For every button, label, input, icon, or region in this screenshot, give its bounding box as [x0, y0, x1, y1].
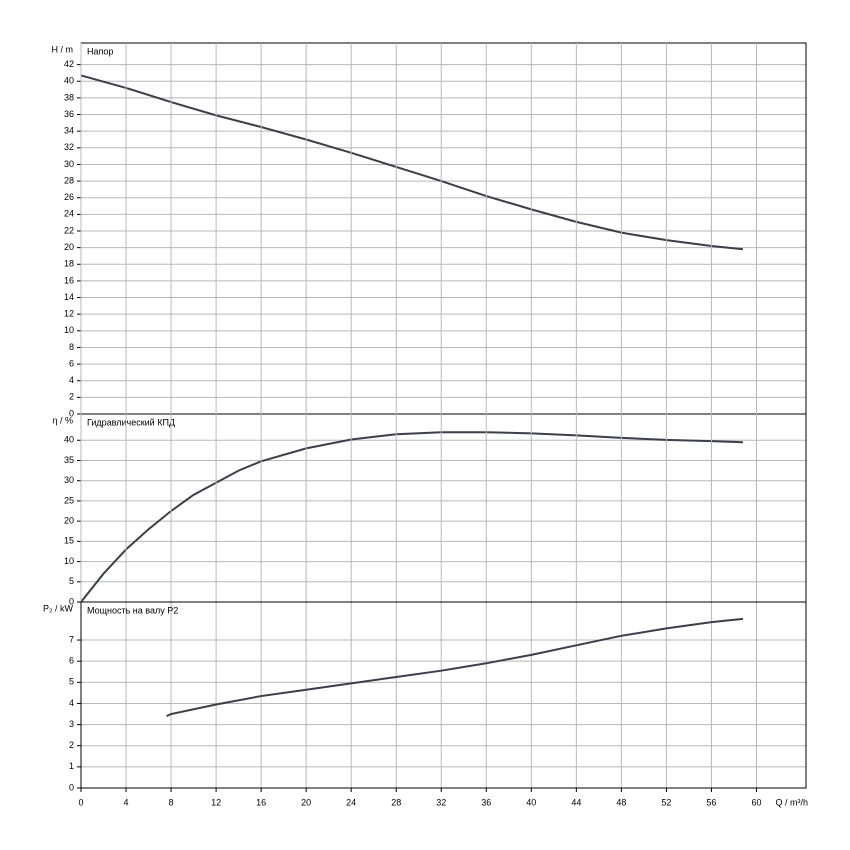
y-tick-label: 42 [64, 59, 74, 69]
plot-frame [80, 42, 807, 415]
y-tick-label: 18 [64, 259, 74, 269]
y-tick-label: 24 [64, 209, 74, 219]
y-tick-label: 32 [64, 142, 74, 152]
y-tick-label: 5 [69, 677, 74, 687]
y-axis-label: η / % [52, 415, 73, 425]
y-tick-label: 7 [69, 634, 74, 644]
y-tick-label: 0 [69, 408, 74, 418]
x-tick-label: 40 [526, 797, 536, 807]
y-tick-label: 6 [69, 358, 74, 368]
x-tick-label: 12 [211, 797, 221, 807]
y-tick-label: 38 [64, 92, 74, 102]
y-axis-label: H / m [52, 44, 74, 54]
x-tick-label: 20 [301, 797, 311, 807]
y-tick-label: 3 [69, 719, 74, 729]
y-tick-label: 8 [69, 342, 74, 352]
curve [80, 431, 743, 603]
plot-frame [80, 413, 807, 603]
x-tick-label: 28 [391, 797, 401, 807]
x-tick-label: 4 [124, 797, 129, 807]
x-tick-label: 0 [78, 797, 83, 807]
panel-title: Напор [87, 46, 113, 56]
panel-title: Гидравлический КПД [87, 417, 175, 427]
y-tick-label: 2 [69, 740, 74, 750]
x-axis-label: Q / m³/h [775, 797, 808, 807]
y-tick-label: 10 [64, 556, 74, 566]
y-axis-label: P₂ / kW [43, 603, 73, 613]
x-tick-label: 36 [481, 797, 491, 807]
x-tick-label: 52 [661, 797, 671, 807]
x-tick-label: 60 [751, 797, 761, 807]
y-tick-label: 1 [69, 761, 74, 771]
y-tick-label: 22 [64, 225, 74, 235]
y-tick-label: 16 [64, 275, 74, 285]
x-tick-label: 32 [436, 797, 446, 807]
y-tick-label: 25 [64, 495, 74, 505]
y-tick-label: 40 [64, 435, 74, 445]
y-tick-label: 2 [69, 392, 74, 402]
y-tick-label: 15 [64, 536, 74, 546]
y-tick-label: 30 [64, 159, 74, 169]
y-tick-label: 6 [69, 656, 74, 666]
y-tick-label: 4 [69, 375, 74, 385]
plot-frame [80, 601, 807, 789]
y-tick-label: 12 [64, 309, 74, 319]
y-tick-label: 14 [64, 292, 74, 302]
curve [166, 617, 744, 718]
y-tick-label: 34 [64, 126, 74, 136]
y-tick-label: 20 [64, 242, 74, 252]
x-tick-label: 16 [256, 797, 266, 807]
x-tick-label: 48 [616, 797, 626, 807]
curve [80, 74, 744, 251]
y-tick-label: 0 [69, 782, 74, 792]
y-tick-label: 28 [64, 175, 74, 185]
panel-title: Мощность на валу P2 [87, 605, 178, 615]
x-tick-label: 24 [346, 797, 356, 807]
y-tick-label: 4 [69, 698, 74, 708]
y-tick-label: 0 [69, 596, 74, 606]
y-tick-label: 10 [64, 325, 74, 335]
y-tick-label: 36 [64, 109, 74, 119]
x-tick-label: 44 [571, 797, 581, 807]
y-tick-label: 20 [64, 516, 74, 526]
x-tick-label: 8 [169, 797, 174, 807]
y-tick-label: 5 [69, 576, 74, 586]
x-tick-label: 56 [706, 797, 716, 807]
y-tick-label: 26 [64, 192, 74, 202]
y-tick-label: 30 [64, 475, 74, 485]
y-tick-label: 35 [64, 455, 74, 465]
y-tick-label: 40 [64, 76, 74, 86]
